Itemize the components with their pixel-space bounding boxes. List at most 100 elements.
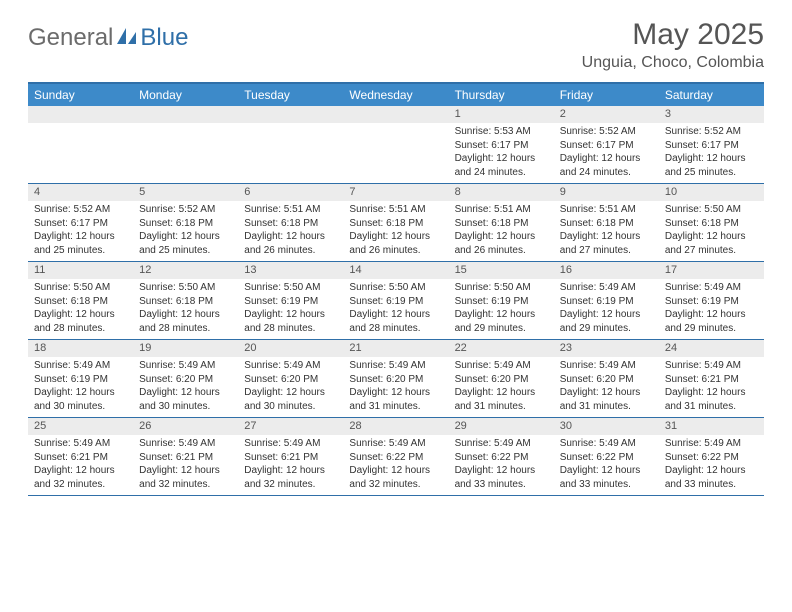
- daylight-text: Daylight: 12 hours and 33 minutes.: [560, 464, 653, 491]
- day-cell: Sunrise: 5:50 AMSunset: 6:18 PMDaylight:…: [133, 279, 238, 339]
- day-cell: Sunrise: 5:52 AMSunset: 6:17 PMDaylight:…: [659, 123, 764, 183]
- daylight-text: Daylight: 12 hours and 32 minutes.: [349, 464, 442, 491]
- daynum-row: 25262728293031: [28, 418, 764, 435]
- sunrise-text: Sunrise: 5:51 AM: [455, 203, 548, 217]
- sunrise-text: Sunrise: 5:49 AM: [560, 281, 653, 295]
- daylight-text: Daylight: 12 hours and 33 minutes.: [665, 464, 758, 491]
- sunset-text: Sunset: 6:20 PM: [139, 373, 232, 387]
- day-number: 17: [659, 262, 764, 279]
- sunrise-text: Sunrise: 5:50 AM: [455, 281, 548, 295]
- sunset-text: Sunset: 6:22 PM: [665, 451, 758, 465]
- day-number: 22: [449, 340, 554, 357]
- detail-row: Sunrise: 5:52 AMSunset: 6:17 PMDaylight:…: [28, 201, 764, 261]
- daylight-text: Daylight: 12 hours and 28 minutes.: [139, 308, 232, 335]
- day-number: 2: [554, 106, 659, 123]
- day-number: [238, 106, 343, 123]
- daylight-text: Daylight: 12 hours and 33 minutes.: [455, 464, 548, 491]
- day-cell: Sunrise: 5:49 AMSunset: 6:20 PMDaylight:…: [238, 357, 343, 417]
- day-number: 21: [343, 340, 448, 357]
- sunrise-text: Sunrise: 5:49 AM: [455, 359, 548, 373]
- day-cell: Sunrise: 5:50 AMSunset: 6:19 PMDaylight:…: [343, 279, 448, 339]
- sunrise-text: Sunrise: 5:50 AM: [349, 281, 442, 295]
- sunrise-text: Sunrise: 5:49 AM: [665, 437, 758, 451]
- day-cell: Sunrise: 5:53 AMSunset: 6:17 PMDaylight:…: [449, 123, 554, 183]
- sunrise-text: Sunrise: 5:50 AM: [139, 281, 232, 295]
- day-number: 26: [133, 418, 238, 435]
- sunrise-text: Sunrise: 5:49 AM: [349, 437, 442, 451]
- sunrise-text: Sunrise: 5:52 AM: [665, 125, 758, 139]
- day-cell: Sunrise: 5:49 AMSunset: 6:20 PMDaylight:…: [133, 357, 238, 417]
- daylight-text: Daylight: 12 hours and 26 minutes.: [455, 230, 548, 257]
- weekday-wednesday: Wednesday: [343, 84, 448, 106]
- sunrise-text: Sunrise: 5:49 AM: [139, 437, 232, 451]
- day-cell: Sunrise: 5:52 AMSunset: 6:17 PMDaylight:…: [554, 123, 659, 183]
- calendar-body: 123 Sunrise: 5:53 AMSunset: 6:17 PMDayli…: [28, 106, 764, 496]
- sunrise-text: Sunrise: 5:51 AM: [349, 203, 442, 217]
- title-block: May 2025 Unguia, Choco, Colombia: [582, 18, 764, 72]
- day-cell: Sunrise: 5:50 AMSunset: 6:18 PMDaylight:…: [28, 279, 133, 339]
- day-cell: Sunrise: 5:49 AMSunset: 6:21 PMDaylight:…: [238, 435, 343, 495]
- daylight-text: Daylight: 12 hours and 31 minutes.: [665, 386, 758, 413]
- daylight-text: Daylight: 12 hours and 26 minutes.: [349, 230, 442, 257]
- sunrise-text: Sunrise: 5:52 AM: [34, 203, 127, 217]
- day-number: 28: [343, 418, 448, 435]
- week-row: 11121314151617Sunrise: 5:50 AMSunset: 6:…: [28, 262, 764, 340]
- sunrise-text: Sunrise: 5:49 AM: [244, 359, 337, 373]
- week-row: 123 Sunrise: 5:53 AMSunset: 6:17 PMDayli…: [28, 106, 764, 184]
- sunset-text: Sunset: 6:18 PM: [349, 217, 442, 231]
- day-number: 9: [554, 184, 659, 201]
- sunset-text: Sunset: 6:20 PM: [244, 373, 337, 387]
- day-number: 8: [449, 184, 554, 201]
- sunrise-text: Sunrise: 5:52 AM: [139, 203, 232, 217]
- logo: General Blue: [28, 18, 188, 52]
- day-cell: Sunrise: 5:50 AMSunset: 6:19 PMDaylight:…: [449, 279, 554, 339]
- sunset-text: Sunset: 6:19 PM: [665, 295, 758, 309]
- day-number: 18: [28, 340, 133, 357]
- day-cell: Sunrise: 5:49 AMSunset: 6:20 PMDaylight:…: [343, 357, 448, 417]
- day-number: 6: [238, 184, 343, 201]
- day-number: 1: [449, 106, 554, 123]
- detail-row: Sunrise: 5:53 AMSunset: 6:17 PMDaylight:…: [28, 123, 764, 183]
- weekday-thursday: Thursday: [449, 84, 554, 106]
- day-cell: Sunrise: 5:49 AMSunset: 6:20 PMDaylight:…: [449, 357, 554, 417]
- day-cell: [28, 123, 133, 183]
- sunrise-text: Sunrise: 5:49 AM: [665, 281, 758, 295]
- day-cell: Sunrise: 5:49 AMSunset: 6:19 PMDaylight:…: [659, 279, 764, 339]
- sunset-text: Sunset: 6:20 PM: [560, 373, 653, 387]
- daylight-text: Daylight: 12 hours and 31 minutes.: [349, 386, 442, 413]
- detail-row: Sunrise: 5:49 AMSunset: 6:21 PMDaylight:…: [28, 435, 764, 495]
- daylight-text: Daylight: 12 hours and 29 minutes.: [560, 308, 653, 335]
- day-number: 23: [554, 340, 659, 357]
- day-cell: Sunrise: 5:49 AMSunset: 6:19 PMDaylight:…: [28, 357, 133, 417]
- day-cell: [133, 123, 238, 183]
- day-number: 10: [659, 184, 764, 201]
- day-number: 4: [28, 184, 133, 201]
- day-number: 20: [238, 340, 343, 357]
- sunset-text: Sunset: 6:18 PM: [455, 217, 548, 231]
- day-cell: Sunrise: 5:52 AMSunset: 6:18 PMDaylight:…: [133, 201, 238, 261]
- daylight-text: Daylight: 12 hours and 28 minutes.: [244, 308, 337, 335]
- daylight-text: Daylight: 12 hours and 30 minutes.: [139, 386, 232, 413]
- day-number: 7: [343, 184, 448, 201]
- sunrise-text: Sunrise: 5:49 AM: [34, 359, 127, 373]
- sunset-text: Sunset: 6:19 PM: [349, 295, 442, 309]
- sunset-text: Sunset: 6:20 PM: [455, 373, 548, 387]
- day-number: 5: [133, 184, 238, 201]
- day-cell: Sunrise: 5:50 AMSunset: 6:19 PMDaylight:…: [238, 279, 343, 339]
- daylight-text: Daylight: 12 hours and 32 minutes.: [244, 464, 337, 491]
- day-number: 16: [554, 262, 659, 279]
- daylight-text: Daylight: 12 hours and 25 minutes.: [139, 230, 232, 257]
- sunset-text: Sunset: 6:17 PM: [560, 139, 653, 153]
- daylight-text: Daylight: 12 hours and 27 minutes.: [665, 230, 758, 257]
- sunrise-text: Sunrise: 5:50 AM: [244, 281, 337, 295]
- daylight-text: Daylight: 12 hours and 31 minutes.: [560, 386, 653, 413]
- day-number: 3: [659, 106, 764, 123]
- day-cell: Sunrise: 5:49 AMSunset: 6:22 PMDaylight:…: [659, 435, 764, 495]
- day-cell: Sunrise: 5:49 AMSunset: 6:20 PMDaylight:…: [554, 357, 659, 417]
- daynum-row: 11121314151617: [28, 262, 764, 279]
- sunrise-text: Sunrise: 5:49 AM: [244, 437, 337, 451]
- daylight-text: Daylight: 12 hours and 25 minutes.: [665, 152, 758, 179]
- day-cell: Sunrise: 5:49 AMSunset: 6:22 PMDaylight:…: [554, 435, 659, 495]
- sunrise-text: Sunrise: 5:49 AM: [349, 359, 442, 373]
- weekday-saturday: Saturday: [659, 84, 764, 106]
